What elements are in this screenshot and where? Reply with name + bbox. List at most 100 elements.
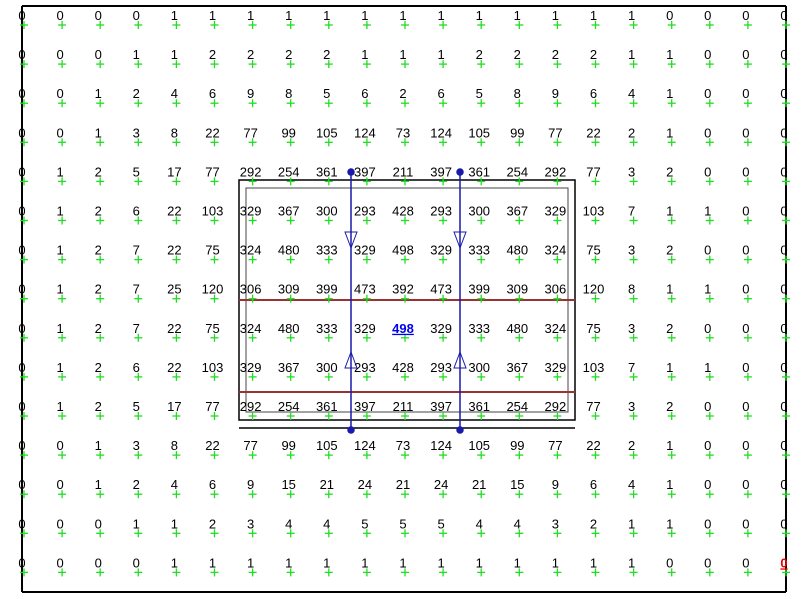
cell-value[interactable]: 498 [392,321,414,336]
cell-value: 0 [704,86,711,101]
cell-value: 0 [704,47,711,62]
cell-value: 333 [316,321,338,336]
cross-marker [439,216,448,225]
cross-marker [705,451,714,460]
cross-marker [96,490,105,499]
cross-marker [553,177,562,186]
cell-value: 333 [468,321,490,336]
cross-marker [134,255,143,264]
cross-marker [515,138,524,147]
cell-value: 75 [205,321,219,336]
cell-value: 329 [545,204,567,219]
cross-marker [553,529,562,538]
cell-value: 1 [590,555,597,570]
cell-value: 2 [666,399,673,414]
cell-value: 0 [56,86,63,101]
cross-marker [134,294,143,303]
cell-value: 0 [780,86,787,101]
cell-value: 2 [133,86,140,101]
cross-marker [667,60,676,69]
cell-value: 480 [278,321,300,336]
cell-value: 300 [316,360,338,375]
cross-marker [96,333,105,342]
cell-value: 0 [742,243,749,258]
cross-marker [324,294,333,303]
cell-value: 0 [56,47,63,62]
cell-value: 15 [510,477,524,492]
cross-marker [248,216,257,225]
cell-value[interactable]: 0 [780,555,787,570]
cross-marker [58,490,67,499]
cross-markers [20,21,790,577]
cross-marker [591,490,600,499]
cross-marker [705,372,714,381]
cross-marker [629,21,638,29]
cross-marker [210,177,219,186]
cell-value: 292 [240,399,262,414]
cell-value: 254 [506,164,528,179]
cell-value: 292 [240,164,262,179]
cross-marker [782,138,790,147]
cell-value: 2 [590,516,597,531]
cell-value: 329 [240,360,262,375]
cell-value: 0 [780,47,787,62]
cross-marker [782,216,790,225]
cross-marker [58,568,67,577]
cell-value: 1 [476,8,483,23]
cell-value: 0 [780,125,787,140]
cross-marker [515,216,524,225]
cell-value: 15 [281,477,295,492]
cell-value: 105 [316,125,338,140]
cross-marker [629,294,638,303]
cross-marker [172,21,181,29]
cell-value: 105 [468,438,490,453]
cross-marker [96,294,105,303]
cell-value: 329 [354,321,376,336]
cell-value: 2 [209,47,216,62]
cell-value: 300 [468,360,490,375]
cell-value: 75 [586,321,600,336]
cell-value: 1 [514,555,521,570]
cross-marker [58,138,67,147]
cell-value: 22 [167,321,181,336]
cell-value: 309 [506,282,528,297]
cell-value: 1 [666,516,673,531]
cell-value: 73 [396,438,410,453]
cell-value: 1 [56,204,63,219]
cell-value: 2 [95,321,102,336]
cell-value: 367 [506,204,528,219]
cell-value: 0 [56,125,63,140]
cell-value: 5 [399,516,406,531]
cell-value: 0 [704,477,711,492]
cross-marker [743,568,752,577]
cell-value: 4 [171,477,178,492]
cross-marker [591,177,600,186]
cell-value: 0 [95,555,102,570]
cross-marker [629,451,638,460]
cell-value: 324 [240,321,262,336]
cell-value: 0 [18,321,25,336]
cell-value: 1 [95,477,102,492]
cross-marker [591,333,600,342]
cell-value: 0 [742,164,749,179]
cross-marker [324,255,333,264]
cell-value: 292 [545,164,567,179]
cross-marker [553,333,562,342]
cross-marker [591,216,600,225]
cross-marker [172,490,181,499]
cross-marker [743,372,752,381]
cell-value: 399 [316,282,338,297]
cross-marker [743,333,752,342]
cell-value: 6 [209,86,216,101]
cell-value: 8 [628,282,635,297]
cell-value: 0 [704,243,711,258]
cross-marker [782,490,790,499]
cross-marker [553,490,562,499]
cell-value: 329 [545,360,567,375]
cell-value: 1 [666,204,673,219]
cross-marker [134,451,143,460]
cross-marker [286,216,295,225]
cross-marker [248,21,257,29]
cell-value: 3 [628,164,635,179]
cross-marker [477,529,486,538]
